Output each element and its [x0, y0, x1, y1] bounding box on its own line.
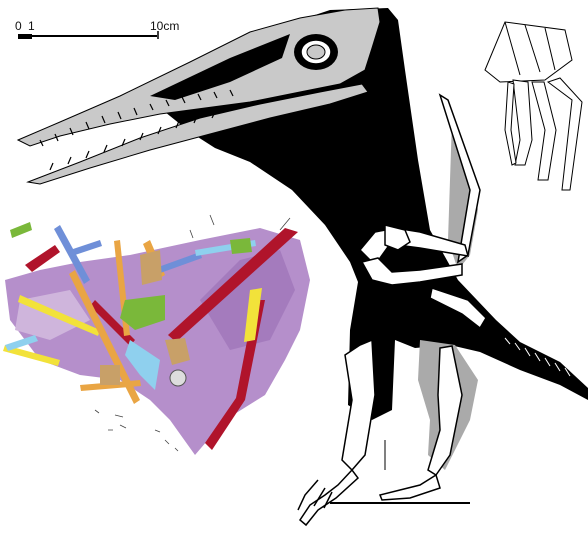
yellow-bone-diag — [18, 295, 100, 336]
small-skull-fragment — [169, 369, 187, 387]
tan-bone-3 — [165, 338, 190, 365]
arm-bones — [358, 224, 487, 330]
scale-segment-first-cm — [18, 34, 32, 39]
yellow-bone-left — [3, 345, 60, 366]
tan-bone-1 — [140, 250, 162, 285]
red-bone-mid — [90, 300, 135, 346]
yellow-bone-long — [244, 288, 262, 342]
fossil-specimen-map — [3, 214, 310, 455]
blue-bone-2 — [150, 252, 202, 276]
tail-vertebrae — [504, 337, 571, 377]
green-bone-2 — [230, 238, 252, 254]
skull-lower-jaw — [26, 83, 369, 185]
skull — [16, 7, 381, 185]
skull-window-dark — [150, 34, 290, 100]
scale-label-ten: 10cm — [150, 19, 179, 33]
orange-bone-1 — [69, 270, 140, 404]
lower-teeth — [49, 111, 216, 171]
cyan-bone-1 — [125, 340, 160, 390]
tan-bone-2 — [100, 365, 120, 385]
green-bone-1 — [120, 295, 165, 330]
eye-center — [306, 44, 326, 60]
scale-label-zero: 0 — [15, 19, 22, 33]
scale-bar: 0 1 10cm — [15, 19, 179, 39]
scale-bar-line — [32, 35, 157, 37]
orange-bone-4 — [80, 380, 141, 391]
scale-label-one: 1 — [28, 19, 35, 33]
front-leg — [297, 338, 376, 527]
hand-inset — [484, 21, 583, 191]
hind-leg — [378, 345, 463, 501]
cyan-bone-2 — [5, 335, 38, 351]
red-bone-diagonal — [168, 228, 298, 342]
upper-teeth — [39, 89, 234, 147]
red-bone-left — [25, 245, 60, 272]
green-bone-3 — [10, 222, 32, 238]
blue-bone-3 — [70, 240, 102, 256]
